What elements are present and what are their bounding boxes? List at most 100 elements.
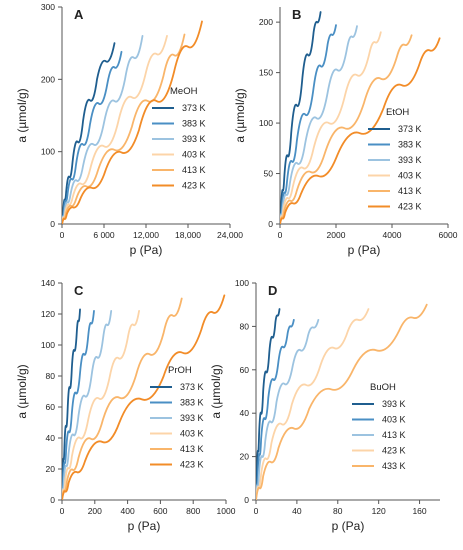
- y-tick-label: 100: [41, 147, 55, 157]
- legend-title: EtOH: [386, 107, 409, 118]
- x-tick-label: 800: [186, 506, 200, 516]
- y-axis-label: a (µmol/g): [15, 364, 29, 418]
- series-line-433k: [256, 303, 428, 500]
- y-tick-label: 0: [268, 219, 273, 229]
- legend-label: 433 K: [382, 461, 406, 471]
- y-tick-label: 120: [41, 309, 55, 319]
- series-line-403k: [62, 35, 168, 224]
- x-tick-label: 600: [153, 506, 167, 516]
- legend-label: 373 K: [182, 103, 206, 113]
- legend-label: 403 K: [398, 171, 422, 181]
- x-tick-label: 80: [333, 506, 343, 516]
- series-line-423k: [62, 294, 226, 500]
- x-tick-label: 12,000: [133, 230, 159, 240]
- y-tick-label: 300: [41, 2, 55, 12]
- y-tick-label: 20: [240, 452, 250, 462]
- y-tick-label: 0: [50, 219, 55, 229]
- series-line-393k: [62, 310, 113, 500]
- series-line-393k: [280, 25, 358, 224]
- y-tick-label: 40: [240, 408, 250, 418]
- legend-label: 423 K: [382, 446, 406, 456]
- legend-label: 383 K: [398, 140, 422, 150]
- series-line-403k: [280, 31, 382, 224]
- series-line-423k: [62, 20, 203, 224]
- y-axis-label: a (µmol/g): [209, 364, 223, 418]
- legend-label: 383 K: [182, 119, 206, 129]
- x-tick-label: 40: [292, 506, 302, 516]
- x-axis-label: p (Pa): [348, 243, 381, 257]
- y-axis-label: a (µmol/g): [233, 88, 247, 142]
- series-line-423k: [280, 37, 441, 224]
- y-tick-label: 140: [41, 278, 55, 288]
- legend-title: MeOH: [170, 86, 198, 97]
- x-tick-label: 6000: [439, 230, 458, 240]
- legend-label: 403 K: [180, 429, 204, 439]
- legend-label: 393 K: [180, 413, 204, 423]
- legend-label: 393 K: [382, 399, 406, 409]
- legend-label: 373 K: [398, 124, 422, 134]
- x-tick-label: 0: [254, 506, 259, 516]
- x-tick-label: 0: [278, 230, 283, 240]
- legend-label: 393 K: [182, 134, 206, 144]
- x-tick-label: 400: [121, 506, 135, 516]
- y-tick-label: 20: [46, 464, 56, 474]
- legend: MeOH 373 K 383 K 393 K 403 K 413 K 423 K: [152, 86, 206, 191]
- series-line-373k: [280, 11, 322, 224]
- x-tick-label: 120: [372, 506, 386, 516]
- legend: PrOH 373 K 383 K 393 K 403 K 413 K 423 K: [150, 365, 204, 470]
- x-tick-label: 6 000: [93, 230, 115, 240]
- legend: BuOH 393 K 403 K 413 K 423 K 433 K: [352, 382, 406, 471]
- legend-label: 413 K: [180, 444, 204, 454]
- panel-a: 0 100 200 300 0 6 000 12,000 18,000 24,000 p (Pa)…: [15, 2, 243, 257]
- series-line-403k: [62, 310, 140, 500]
- panel-c: 0 20 40 60 80 100 120 140 0 200 400 600 800 1000 p (Pa…: [15, 278, 236, 533]
- series-line-383k: [62, 50, 123, 224]
- x-tick-label: 4000: [383, 230, 402, 240]
- y-tick-label: 80: [46, 371, 56, 381]
- y-tick-label: 0: [244, 495, 249, 505]
- series-line-413k: [256, 318, 320, 500]
- y-tick-label: 50: [264, 169, 274, 179]
- legend-label: 413 K: [382, 430, 406, 440]
- series-line-393k: [256, 308, 281, 500]
- series-line-403k: [256, 318, 295, 500]
- panel-letter: A: [74, 7, 84, 22]
- legend-title: BuOH: [370, 382, 396, 393]
- series-line-413k: [280, 34, 413, 224]
- series-line-383k: [62, 310, 95, 500]
- series-line-413k: [62, 297, 183, 500]
- x-tick-label: 18,000: [175, 230, 201, 240]
- x-axis-label: p (Pa): [130, 243, 163, 257]
- legend-title: PrOH: [168, 365, 192, 376]
- legend-label: 403 K: [382, 415, 406, 425]
- y-tick-label: 100: [41, 340, 55, 350]
- x-axis-label: p (Pa): [332, 519, 365, 533]
- y-tick-label: 200: [259, 17, 273, 27]
- y-tick-label: 60: [240, 365, 250, 375]
- y-tick-label: 100: [235, 278, 249, 288]
- legend-label: 423 K: [398, 202, 422, 212]
- series-line-423k: [256, 308, 370, 500]
- x-tick-label: 200: [88, 506, 102, 516]
- legend-label: 383 K: [180, 398, 204, 408]
- panel-letter: C: [74, 283, 84, 298]
- x-tick-label: 2000: [327, 230, 346, 240]
- x-tick-label: 160: [412, 506, 426, 516]
- x-tick-label: 1000: [217, 506, 236, 516]
- x-tick-label: 0: [60, 506, 65, 516]
- legend-label: 423 K: [180, 460, 204, 470]
- legend: EtOH 373 K 383 K 393 K 403 K 413 K 423 K: [368, 107, 422, 212]
- panel-letter: B: [292, 7, 301, 22]
- legend-label: 413 K: [398, 186, 422, 196]
- panel-letter: D: [268, 283, 277, 298]
- y-tick-label: 60: [46, 402, 56, 412]
- y-tick-label: 40: [46, 433, 56, 443]
- y-tick-label: 0: [50, 495, 55, 505]
- y-tick-label: 100: [259, 118, 273, 128]
- legend-label: 393 K: [398, 155, 422, 165]
- series-line-393k: [62, 35, 144, 224]
- x-axis-label: p (Pa): [128, 519, 161, 533]
- y-tick-label: 200: [41, 74, 55, 84]
